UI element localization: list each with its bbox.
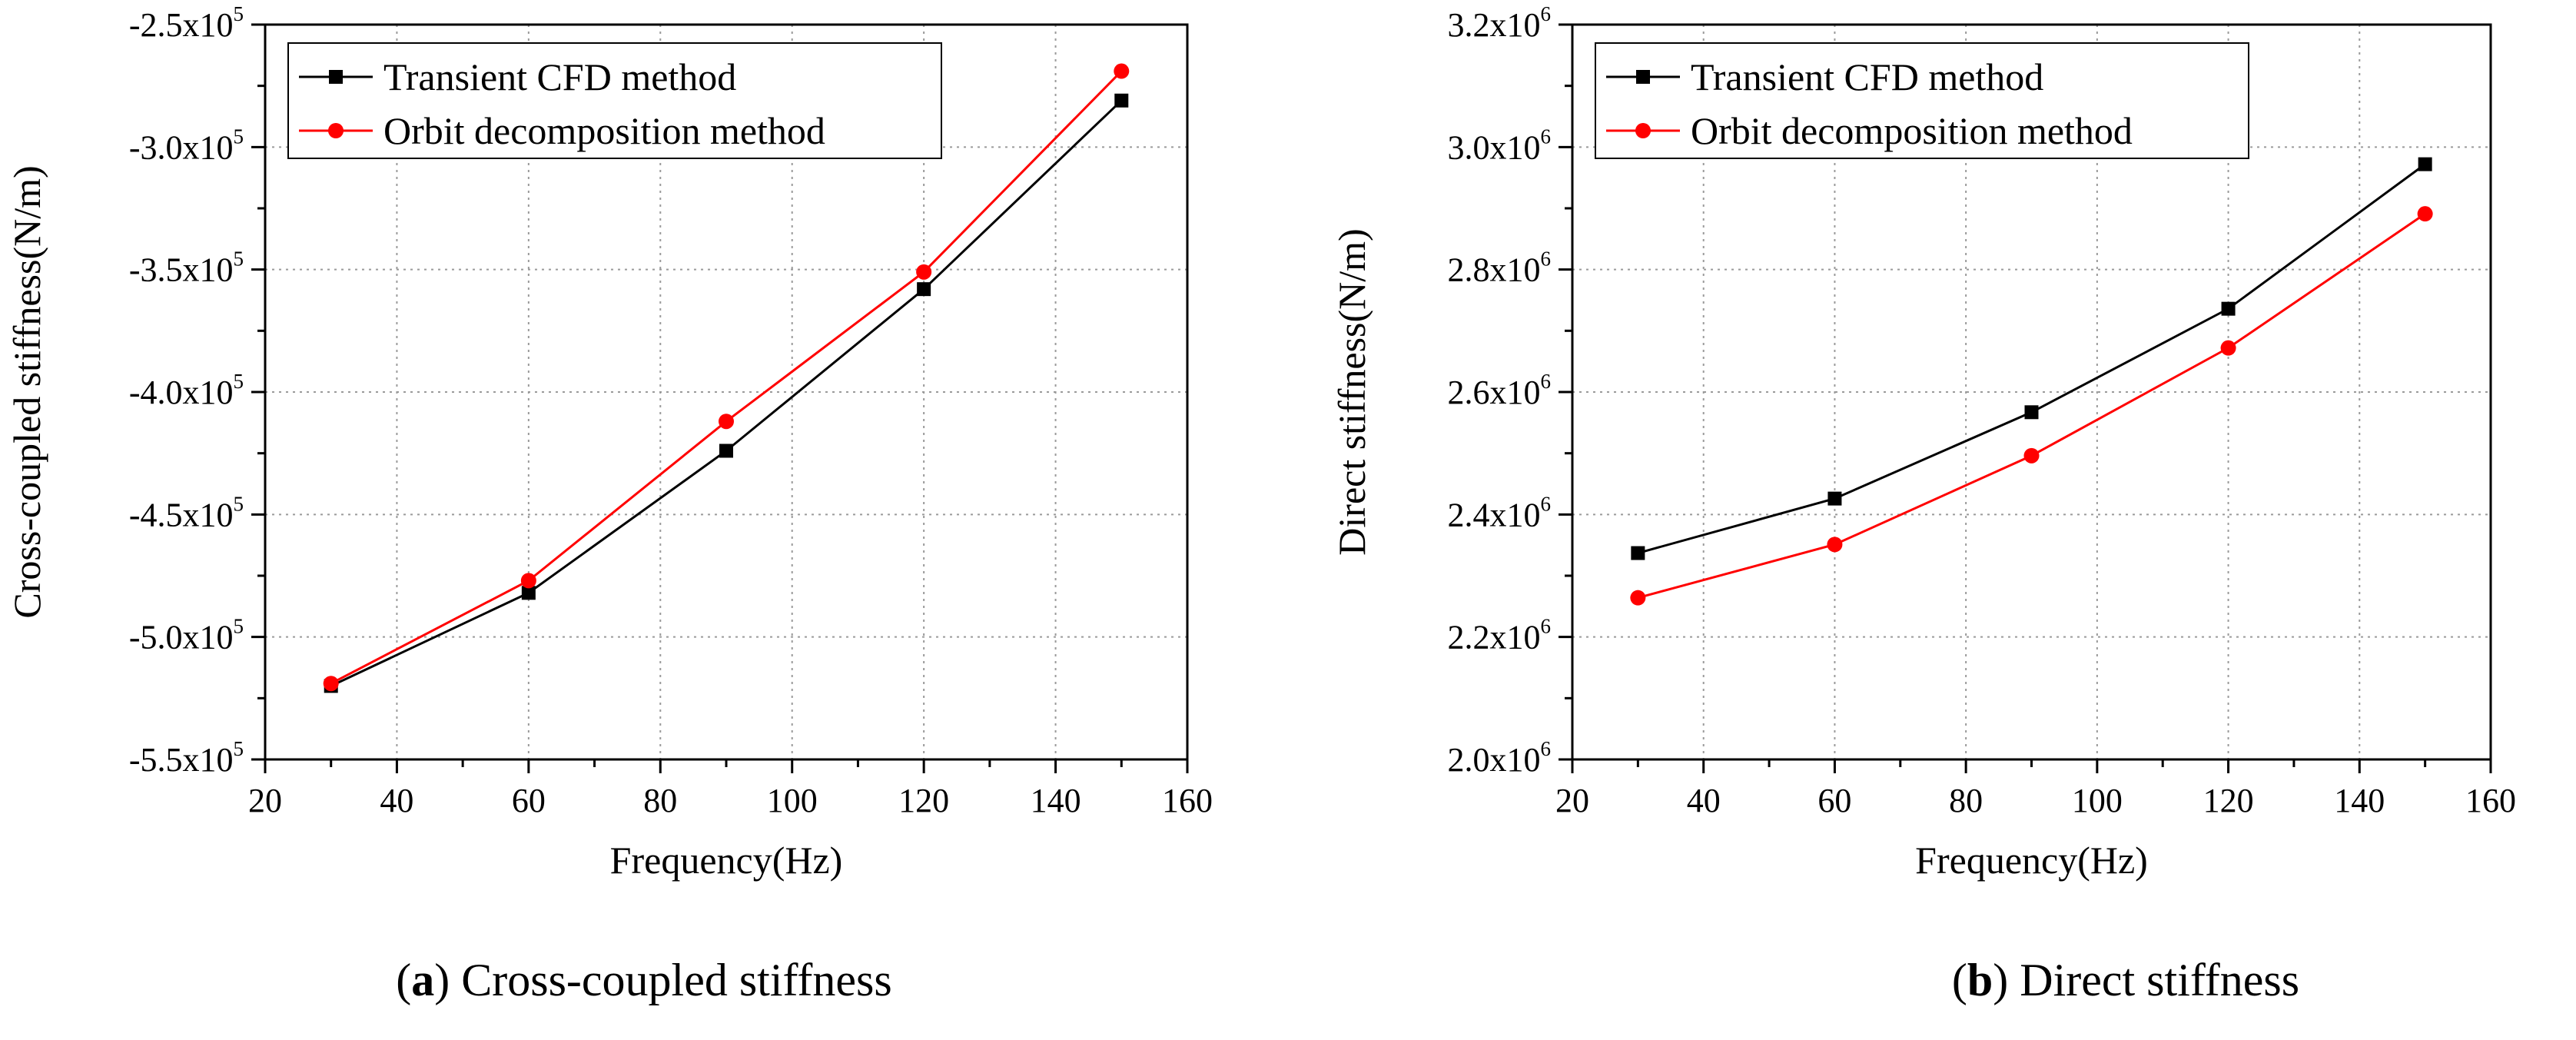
y-tick-label: -4.0x105 [129, 370, 244, 411]
legend-marker-square [1636, 70, 1650, 84]
legend-label: Orbit decomposition method [1691, 109, 2133, 152]
data-point-circle [520, 573, 536, 589]
legend: Transient CFD method Orbit decomposition … [1595, 42, 2249, 159]
cross-coupled-stiffness-chart: 20 40 60 80 100 120 140 160 -5.5x105 -5.0x105 -4.5… [5, 2, 1213, 1005]
legend-label: Transient CFD method [383, 55, 736, 98]
x-tick-label: 160 [1162, 782, 1213, 819]
data-point-square [2024, 405, 2039, 420]
legend-marker-square [329, 70, 343, 84]
y-tick-label: -3.0x105 [129, 125, 244, 166]
data-point-circle [1827, 537, 1843, 553]
y-tick-label: 3.2x106 [1448, 2, 1552, 44]
x-tick-label: 140 [1031, 782, 1081, 819]
data-point-square [1827, 491, 1842, 506]
series-line [330, 70, 1123, 685]
y-tick-label: 2.4x106 [1448, 492, 1552, 533]
x-axis-label: Frequency(Hz) [1915, 839, 2148, 882]
x-tick-label: 100 [2072, 782, 2123, 819]
data-point-circle [916, 264, 932, 280]
data-point-circle [2417, 206, 2433, 222]
legend: Transient CFD method Orbit decomposition … [287, 42, 942, 159]
data-point-square [521, 586, 536, 600]
y-tick-label: 3.0x106 [1448, 125, 1552, 166]
data-point-circle [1114, 63, 1130, 79]
y-tick-label: -5.0x105 [129, 615, 244, 656]
legend-box [1595, 42, 2249, 159]
series-line [330, 99, 1123, 687]
series-orbit-decomposition [323, 63, 1130, 692]
data-point-square [1631, 546, 1645, 560]
legend-marker-circle [328, 123, 344, 138]
data-point-circle [2220, 340, 2236, 356]
y-tick-label: 2.6x106 [1448, 370, 1552, 411]
data-point-circle [719, 414, 734, 430]
x-tick-label: 80 [643, 782, 677, 819]
y-tick-label: -4.5x105 [129, 492, 244, 533]
legend-label: Orbit decomposition method [383, 109, 825, 152]
y-tick-label: 2.8x106 [1448, 248, 1552, 289]
x-tick-label: 20 [1555, 782, 1589, 819]
data-point-circle [323, 676, 339, 692]
y-axis: 2.0x106 2.2x106 2.4x106 2.6x106 2.8x106 3.0x1… [1448, 2, 1572, 779]
x-tick-label: 60 [512, 782, 546, 819]
x-axis-label: Frequency(Hz) [610, 839, 843, 882]
x-tick-label: 140 [2334, 782, 2385, 819]
y-axis-label: Direct stiffness(N/m) [1330, 228, 1373, 555]
series-line [1637, 163, 2426, 554]
data-point-square [1114, 93, 1129, 108]
series-transient-cfd [1631, 157, 2432, 560]
y-tick-label: -3.5x105 [129, 248, 244, 289]
x-tick-label: 100 [767, 782, 818, 819]
y-tick-label: 2.0x106 [1448, 737, 1552, 779]
data-point-square [2221, 301, 2236, 316]
x-tick-label: 120 [898, 782, 949, 819]
x-tick-label: 120 [2203, 782, 2254, 819]
legend-label: Transient CFD method [1691, 55, 2043, 98]
x-axis: 20 40 60 80 100 120 140 160 [248, 759, 1213, 819]
legend-marker-circle [1635, 123, 1651, 138]
x-tick-label: 60 [1817, 782, 1851, 819]
y-axis-label: Cross-coupled stiffness(N/m) [5, 165, 48, 618]
x-tick-label: 40 [1687, 782, 1721, 819]
direct-stiffness-chart: 20 40 60 80 100 120 140 160 2.0x106 2.2x106 2.4x10… [1330, 2, 2516, 1005]
series-orbit-decomposition [1630, 206, 2433, 606]
series-transient-cfd [324, 93, 1129, 693]
figure-caption: (a) Cross-coupled stiffness [396, 955, 891, 1005]
y-tick-label: -2.5x105 [129, 2, 244, 44]
data-point-square [719, 444, 733, 458]
legend-box [287, 42, 942, 159]
data-point-circle [2023, 447, 2040, 464]
data-point-square [2418, 157, 2432, 171]
y-tick-label: 2.2x106 [1448, 615, 1552, 656]
x-axis: 20 40 60 80 100 120 140 160 [1555, 759, 2516, 819]
data-point-circle [1630, 590, 1646, 606]
x-tick-label: 80 [1949, 782, 1983, 819]
x-tick-label: 40 [380, 782, 413, 819]
data-point-square [917, 282, 931, 297]
x-tick-label: 20 [248, 782, 282, 819]
figure-caption: (b) Direct stiffness [1952, 955, 2299, 1005]
y-axis: -5.5x105 -5.0x105 -4.5x105 -4.0x105 -3.5x105… [129, 2, 265, 779]
y-tick-label: -5.5x105 [129, 737, 244, 779]
x-tick-label: 160 [2465, 782, 2516, 819]
